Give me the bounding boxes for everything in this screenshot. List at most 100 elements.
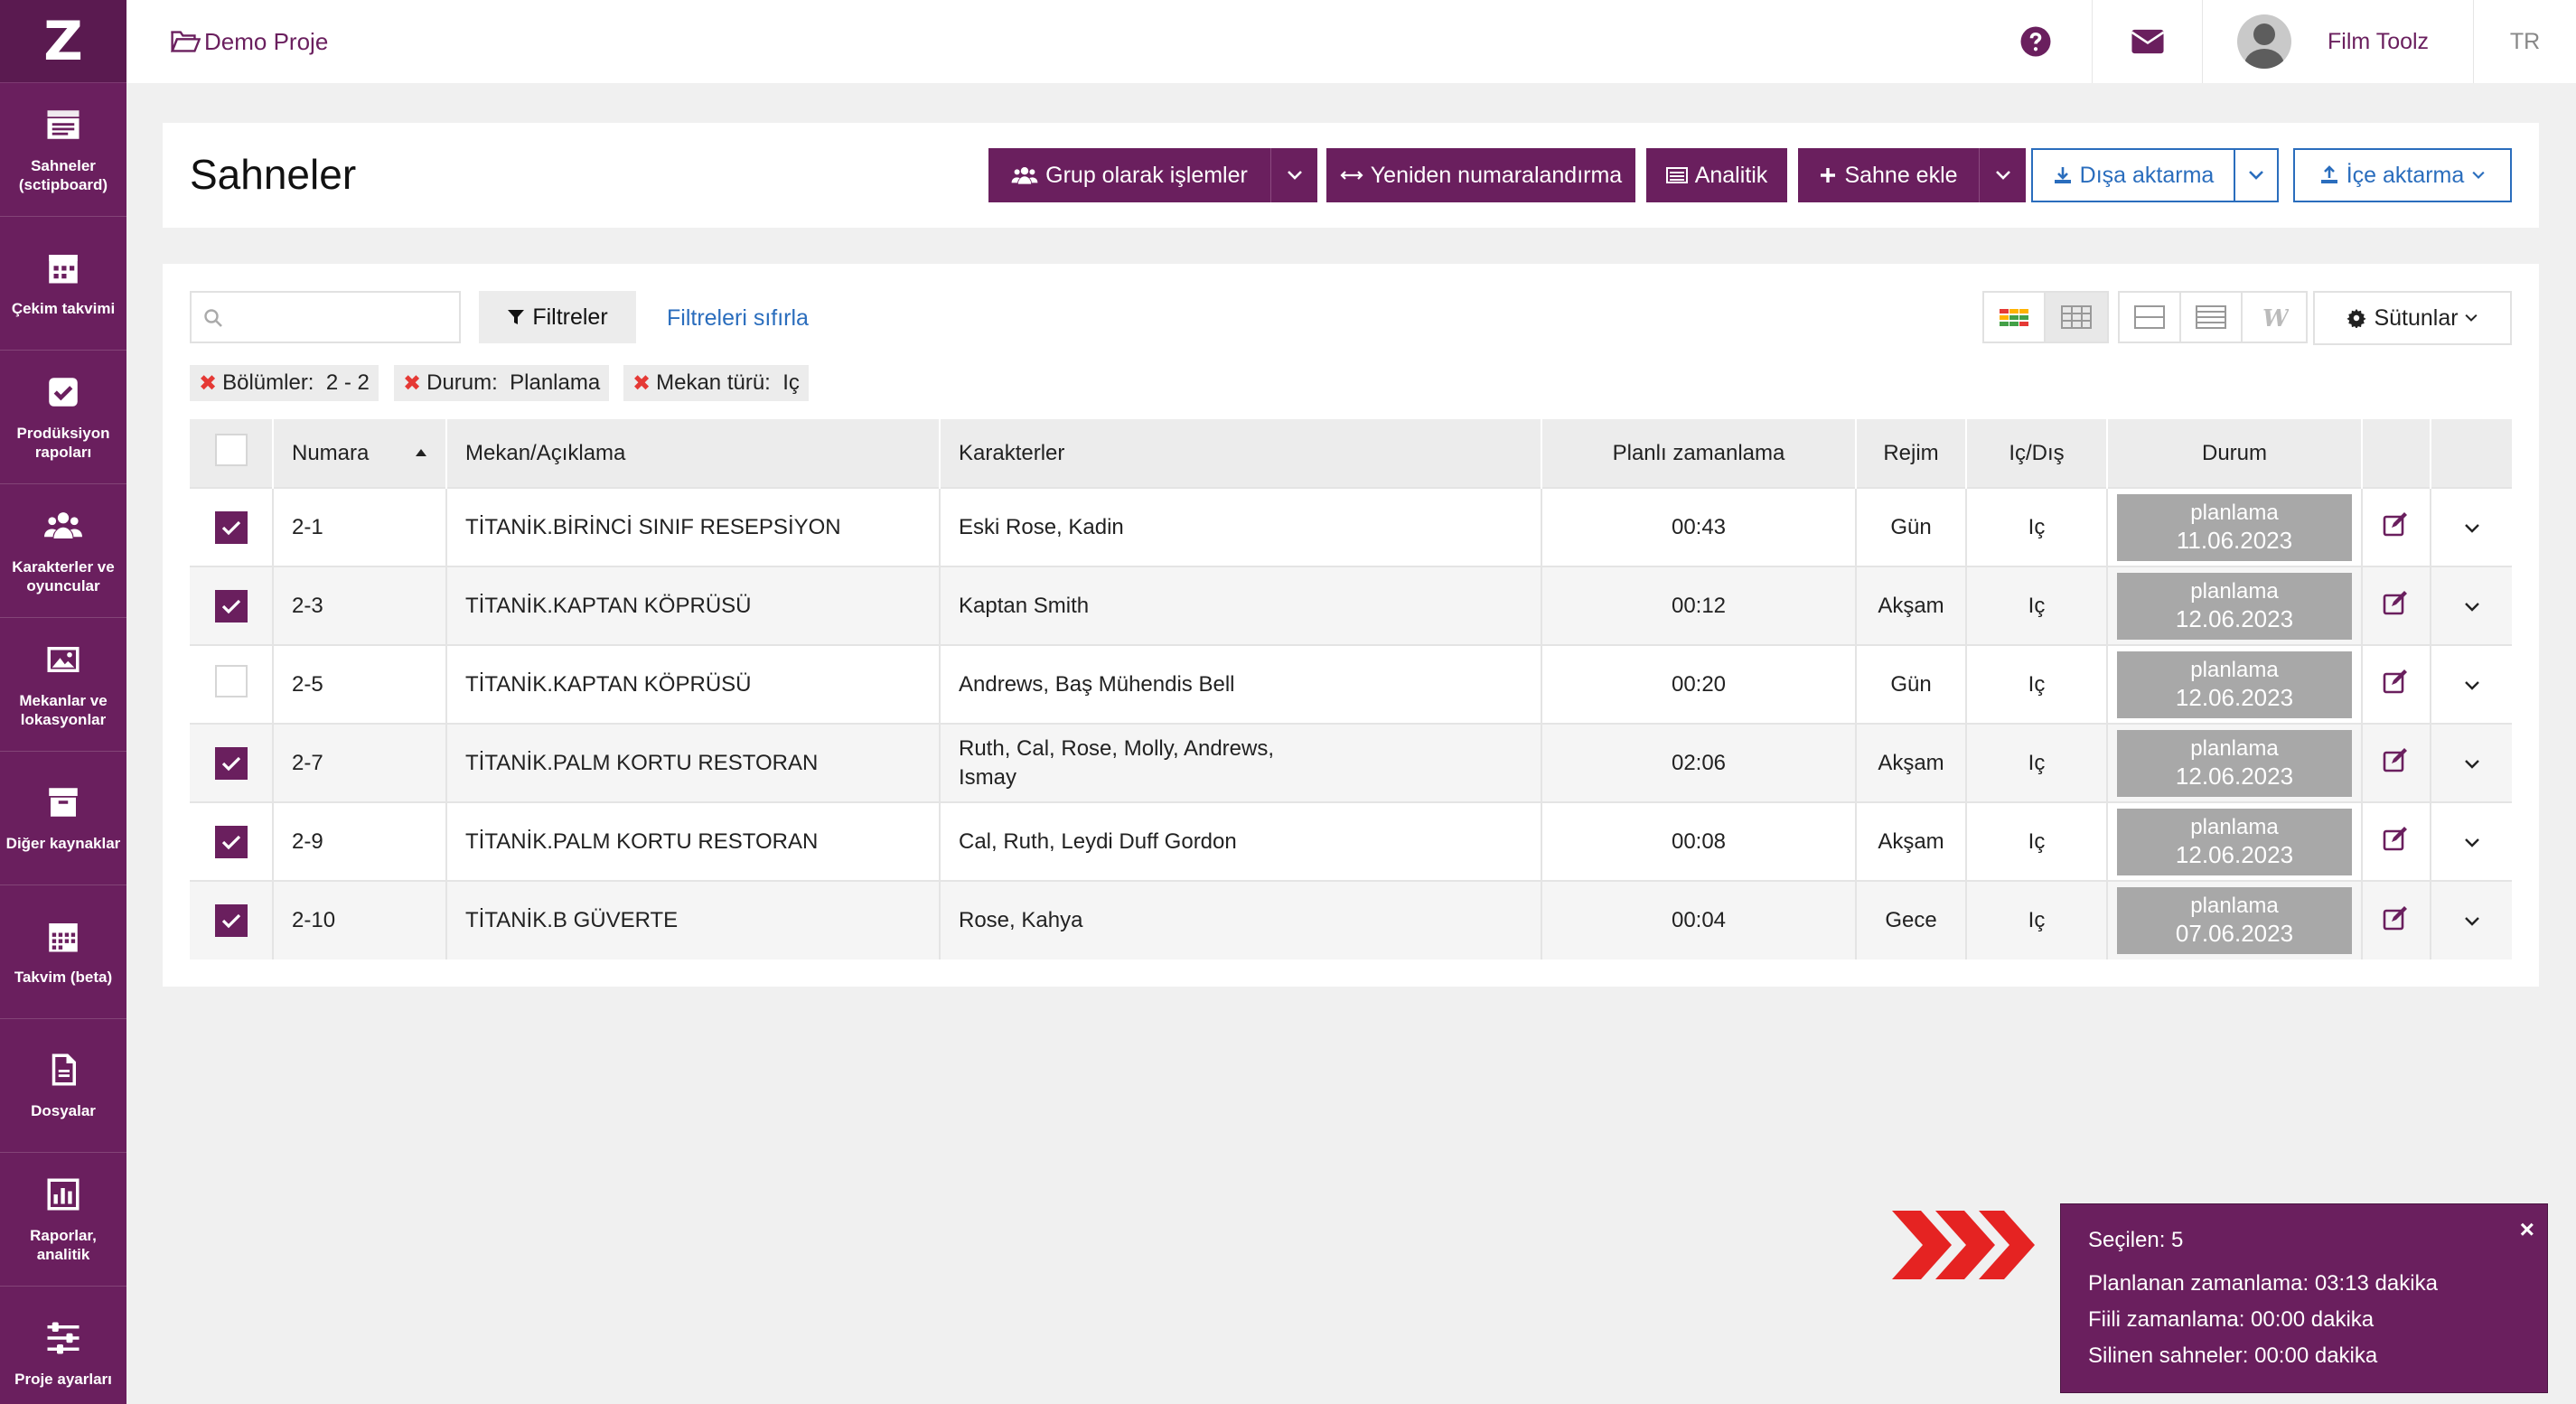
- sidebar-item-files[interactable]: Dosyalar: [0, 1019, 126, 1153]
- row-checkbox[interactable]: [214, 589, 248, 622]
- chevron-down-icon[interactable]: [2464, 602, 2480, 613]
- sidebar-item-calendar-beta[interactable]: Takvim (beta): [0, 885, 126, 1019]
- export-button[interactable]: Dışa aktarma: [2031, 148, 2235, 202]
- sidebar-item-locations[interactable]: Mekanlar ve lokasyonlar: [0, 618, 126, 752]
- color-grid-icon: [2000, 309, 2028, 326]
- status-badge[interactable]: planlama 12.06.2023: [2117, 572, 2352, 640]
- table-row[interactable]: 2-5 TİTANİK.KAPTAN KÖPRÜSÜ Andrews, Baş Mü…: [190, 644, 2512, 724]
- user-menu[interactable]: Film Toolz: [2202, 0, 2473, 83]
- scene-planned-time: 00:08: [1541, 801, 1856, 881]
- export-dropdown[interactable]: [2234, 148, 2279, 202]
- group-operations-button[interactable]: Grup olarak işlemler: [988, 148, 1270, 202]
- folder-open-icon: [170, 31, 201, 52]
- edit-icon[interactable]: [2383, 669, 2410, 694]
- sidebar-item-characters[interactable]: Karakterler ve oyuncular: [0, 484, 126, 618]
- column-number[interactable]: Numara: [272, 419, 446, 488]
- edit-icon[interactable]: [2383, 826, 2410, 851]
- chevron-down-icon[interactable]: [2464, 916, 2480, 927]
- column-planned[interactable]: Planlı zamanlama: [1541, 419, 1856, 488]
- sidebar: Z Sahneler (sctipboard) Çekim takvimi Pr…: [0, 0, 126, 1404]
- scenes-table: Numara Mekan/Açıklama Karakterler Planlı…: [190, 419, 2512, 959]
- select-all-checkbox[interactable]: [214, 434, 248, 466]
- help-button[interactable]: [1980, 0, 2092, 83]
- status-badge[interactable]: planlama 12.06.2023: [2117, 808, 2352, 875]
- table-row[interactable]: 2-9 TİTANİK.PALM KORTU RESTORAN Cal, Ruth,…: [190, 801, 2512, 881]
- clapperboard-icon: [47, 109, 80, 139]
- language-switch[interactable]: TR: [2473, 0, 2576, 83]
- status-badge[interactable]: planlama 07.06.2023: [2117, 887, 2352, 954]
- chevron-down-icon[interactable]: [2464, 838, 2480, 848]
- chevron-down-icon: [2249, 171, 2263, 180]
- close-icon[interactable]: ×: [2519, 1215, 2534, 1243]
- remove-filter-icon[interactable]: ✖: [199, 370, 218, 396]
- scene-planned-time: 00:04: [1541, 880, 1856, 959]
- add-scene-dropdown[interactable]: [1979, 148, 2026, 202]
- app-logo[interactable]: Z: [0, 0, 126, 83]
- table-view-button[interactable]: [2046, 293, 2107, 342]
- search-icon: [204, 309, 222, 327]
- column-characters[interactable]: Karakterler: [939, 419, 1541, 488]
- compact-rows-button[interactable]: [2120, 293, 2181, 342]
- word-export-button[interactable]: W: [2243, 293, 2304, 342]
- row-checkbox[interactable]: [214, 904, 248, 937]
- sidebar-item-settings[interactable]: Proje ayarları: [0, 1287, 126, 1404]
- question-icon: [2020, 26, 2051, 57]
- group-operations-dropdown[interactable]: [1270, 148, 1317, 202]
- messages-button[interactable]: [2092, 0, 2202, 83]
- checkbox-icon: [49, 377, 78, 407]
- filters-button[interactable]: Filtreler: [479, 291, 636, 343]
- scene-mode: Gün: [1855, 644, 1966, 724]
- column-location[interactable]: Mekan/Açıklama: [445, 419, 940, 488]
- sidebar-item-schedule[interactable]: Çekim takvimi: [0, 217, 126, 351]
- search-input[interactable]: [190, 291, 461, 343]
- column-inout[interactable]: Iç/Dış: [1965, 419, 2107, 488]
- sidebar-item-reports-production[interactable]: Prodüksiyon rapoları: [0, 351, 126, 484]
- expand-cell: [2430, 566, 2512, 645]
- row-select-cell: [190, 487, 273, 566]
- status-badge[interactable]: planlama 11.06.2023: [2117, 493, 2352, 561]
- column-expand: [2430, 419, 2512, 488]
- columns-button[interactable]: Sütunlar: [2313, 291, 2512, 345]
- sidebar-item-analytics[interactable]: Raporlar, analitik: [0, 1153, 126, 1287]
- remove-filter-icon[interactable]: ✖: [632, 370, 651, 396]
- analytics-button[interactable]: Analitik: [1646, 148, 1787, 202]
- row-checkbox[interactable]: [214, 825, 248, 858]
- edit-icon[interactable]: [2383, 747, 2410, 772]
- sidebar-item-resources[interactable]: Diğer kaynaklar: [0, 752, 126, 885]
- column-status[interactable]: Durum: [2106, 419, 2362, 488]
- chevron-down-icon: [2465, 314, 2478, 322]
- chevron-down-icon[interactable]: [2464, 680, 2480, 691]
- status-badge[interactable]: planlama 12.06.2023: [2117, 729, 2352, 797]
- remove-filter-icon[interactable]: ✖: [403, 370, 422, 396]
- edit-icon[interactable]: [2383, 511, 2410, 537]
- table-row[interactable]: 2-1 TİTANİK.BİRİNCİ SINIF RESEPSİYON Eski …: [190, 487, 2512, 566]
- project-link[interactable]: Demo Proje: [170, 28, 328, 56]
- color-grid-view-button[interactable]: [1984, 293, 2046, 342]
- chevron-down-icon[interactable]: [2464, 759, 2480, 770]
- table-row[interactable]: 2-10 TİTANİK.B GÜVERTE Rose, Kahya 00:04 Gec…: [190, 880, 2512, 959]
- dense-rows-button[interactable]: [2181, 293, 2243, 342]
- import-button[interactable]: İçe aktarma: [2293, 148, 2512, 202]
- row-checkbox[interactable]: [214, 665, 248, 697]
- renumber-button[interactable]: Yeniden numaralandırma: [1326, 148, 1635, 202]
- table-row[interactable]: 2-3 TİTANİK.KAPTAN KÖPRÜSÜ Kaptan Smith 00:…: [190, 566, 2512, 645]
- sidebar-item-scenes[interactable]: Sahneler (sctipboard): [0, 83, 126, 217]
- summary-deleted: Silinen sahneler: 00:00 dakika: [2088, 1343, 2378, 1368]
- reset-filters-link[interactable]: Filtreleri sıfırla: [667, 305, 809, 331]
- column-mode[interactable]: Rejim: [1855, 419, 1966, 488]
- scene-mode: Akşam: [1855, 801, 1966, 881]
- table-row[interactable]: 2-7 TİTANİK.PALM KORTU RESTORAN Ruth, Cal,…: [190, 723, 2512, 802]
- scene-status-cell: planlama 07.06.2023: [2106, 880, 2362, 959]
- scene-number: 2-9: [272, 801, 446, 881]
- scene-mode: Akşam: [1855, 566, 1966, 645]
- row-select-cell: [190, 880, 273, 959]
- edit-icon[interactable]: [2383, 905, 2410, 931]
- scene-inout: Iç: [1965, 801, 2107, 881]
- edit-icon[interactable]: [2383, 590, 2410, 615]
- add-scene-button[interactable]: Sahne ekle: [1798, 148, 1979, 202]
- chevron-down-icon[interactable]: [2464, 523, 2480, 534]
- status-badge[interactable]: planlama 12.06.2023: [2117, 651, 2352, 718]
- file-icon: [52, 1053, 76, 1086]
- row-checkbox[interactable]: [214, 746, 248, 780]
- row-checkbox[interactable]: [214, 510, 248, 544]
